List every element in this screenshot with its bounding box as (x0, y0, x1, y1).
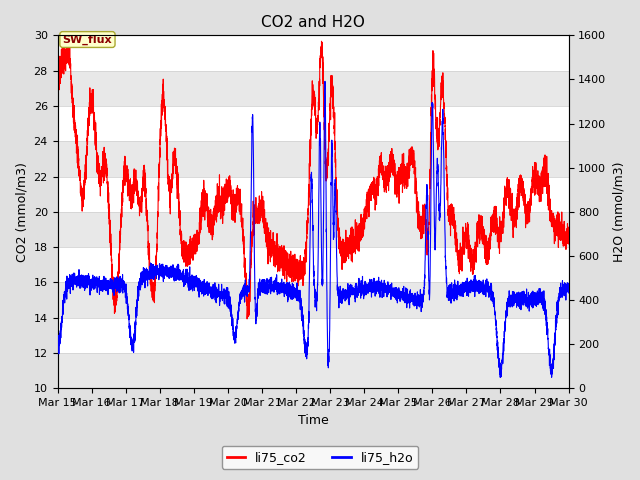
li75_h2o (564, 290, 572, 296)
li75_co2 (474, 233, 482, 239)
li75_co2 (147, 270, 154, 276)
li75_co2 (435, 125, 443, 131)
Legend: li75_co2, li75_h2o: li75_co2, li75_h2o (221, 446, 419, 469)
Bar (58, 212, 568, 247)
li75_co2 (564, 241, 572, 247)
li75_h2o (321, 78, 329, 84)
Line: li75_h2o: li75_h2o (58, 81, 568, 377)
li75_h2o (474, 281, 482, 287)
Bar (58, 71, 568, 106)
li75_h2o (249, 115, 257, 121)
li75_h2o (54, 347, 61, 352)
li75_co2 (249, 221, 257, 227)
li75_co2 (63, 35, 71, 40)
li75_h2o (360, 282, 368, 288)
Bar (58, 282, 568, 318)
Line: li75_co2: li75_co2 (58, 37, 568, 319)
X-axis label: Time: Time (298, 414, 328, 427)
li75_co2 (360, 206, 368, 212)
li75_co2 (243, 316, 251, 322)
Bar (58, 141, 568, 177)
Bar (58, 353, 568, 388)
li75_h2o (386, 288, 394, 293)
li75_h2o (147, 271, 154, 276)
Y-axis label: CO2 (mmol/m3): CO2 (mmol/m3) (15, 162, 28, 262)
li75_co2 (387, 174, 394, 180)
Title: CO2 and H2O: CO2 and H2O (261, 15, 365, 30)
li75_co2 (54, 88, 61, 94)
li75_h2o (435, 208, 443, 214)
li75_h2o (497, 374, 504, 380)
Y-axis label: H2O (mmol/m3): H2O (mmol/m3) (612, 162, 625, 262)
Text: SW_flux: SW_flux (63, 35, 112, 45)
